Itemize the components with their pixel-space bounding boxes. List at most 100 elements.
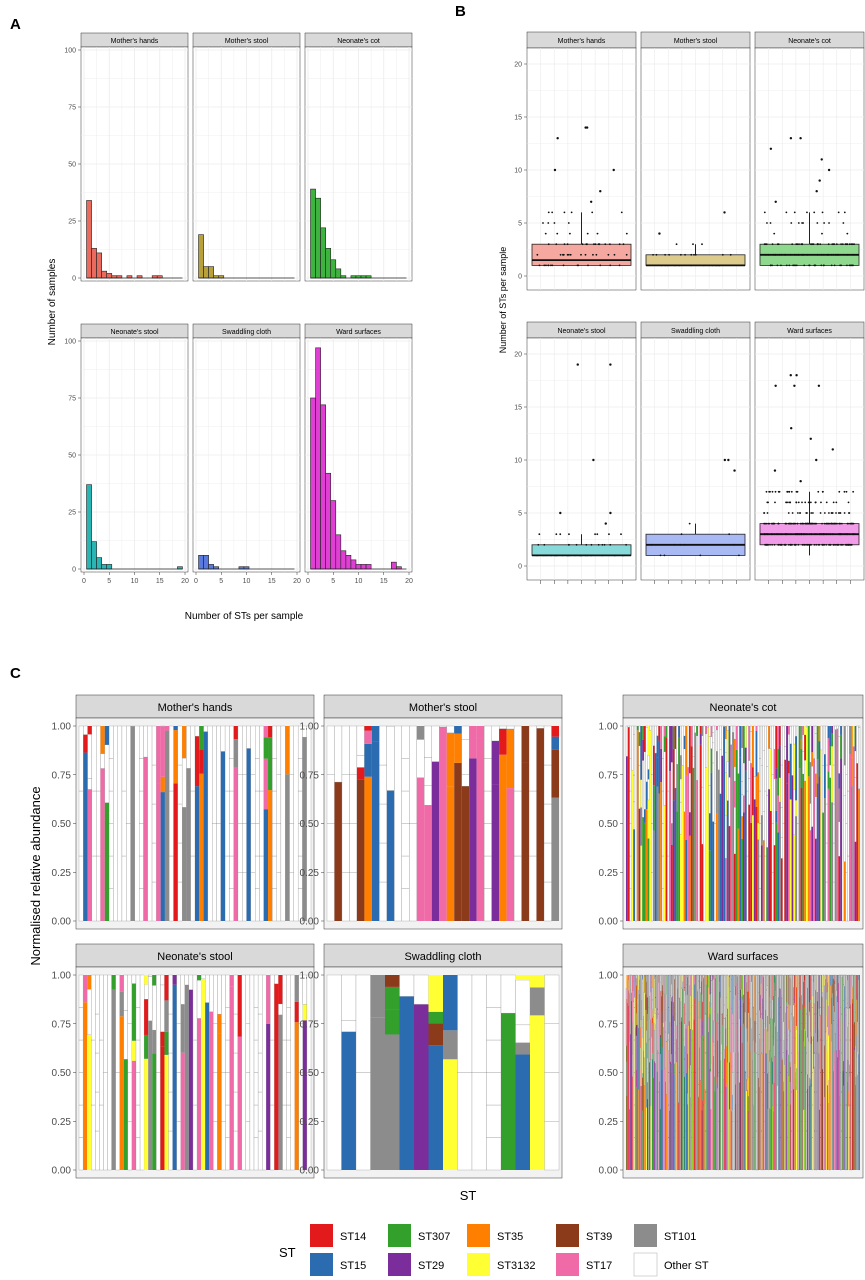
y-tick-label: 0.50 xyxy=(52,819,72,830)
stacked-bar-segment xyxy=(725,975,726,1018)
stacked-bar-segment xyxy=(773,845,776,921)
stacked-bar-segment xyxy=(843,1085,844,1170)
jitter-point xyxy=(688,522,691,525)
stacked-bar-segment xyxy=(705,1091,707,1132)
stacked-bar-segment xyxy=(639,1026,641,1170)
stacked-bar-segment xyxy=(700,1036,702,1081)
stacked-bar-segment xyxy=(795,800,797,817)
stacked-bar-segment xyxy=(852,999,854,1170)
stacked-bar-segment xyxy=(744,987,745,1027)
stacked-bar-segment xyxy=(804,1028,806,1047)
stacked-bar-segment xyxy=(701,786,704,845)
stacked-bar-segment xyxy=(691,1029,693,1170)
stacked-bar-segment xyxy=(416,739,425,778)
stacked-bar-segment xyxy=(104,726,110,745)
stacked-bar-segment xyxy=(813,982,814,1037)
stacked-bar-segment xyxy=(858,727,861,790)
stacked-bar-segment xyxy=(285,774,290,921)
stacked-bar-segment xyxy=(768,1000,770,1062)
stacked-bar-segment xyxy=(671,823,673,845)
stacked-bar-segment xyxy=(729,1109,731,1170)
outlier-point xyxy=(658,232,661,235)
stacked-bar-segment xyxy=(760,765,763,816)
stacked-bar-segment xyxy=(791,1083,793,1170)
jitter-point xyxy=(779,533,782,536)
stacked-bar-segment xyxy=(821,1025,822,1170)
jitter-point xyxy=(774,501,776,504)
stacked-bar-segment xyxy=(775,768,778,779)
stacked-bar-segment xyxy=(703,1104,705,1171)
stacked-bar-segment xyxy=(812,974,814,997)
stacked-bar-segment xyxy=(180,974,185,1005)
stacked-bar-segment xyxy=(661,790,664,824)
jitter-point xyxy=(785,211,788,214)
stacked-bar-segment xyxy=(643,751,646,810)
jitter-point xyxy=(768,490,771,493)
stacked-bar-segment xyxy=(709,975,711,995)
stacked-bar-segment xyxy=(787,1054,789,1170)
stacked-bar-segment xyxy=(818,975,820,1009)
stacked-bar-segment xyxy=(851,986,853,1004)
stacked-bar-segment xyxy=(250,725,256,775)
legend-label: ST17 xyxy=(586,1260,612,1272)
facet-strip-label: Mother's hands xyxy=(111,38,159,45)
facet-strip-label: Ward surfaces xyxy=(708,951,779,963)
facet-strip-label: Mother's hands xyxy=(158,702,233,714)
histogram-bar xyxy=(335,534,342,570)
stacked-bar-segment xyxy=(431,725,440,762)
y-tick-label: 10 xyxy=(514,168,522,175)
stacked-bar-segment xyxy=(720,1013,722,1054)
jitter-point xyxy=(808,264,811,267)
stacked-bar-segment xyxy=(841,725,844,922)
stacked-bar-segment xyxy=(854,750,857,778)
stacked-bar-segment xyxy=(681,765,684,921)
stacked-bar-segment xyxy=(762,975,763,999)
stacked-bar-segment xyxy=(714,975,715,1022)
stacked-bar-segment xyxy=(651,774,654,824)
stacked-bar-segment xyxy=(672,974,673,997)
stacked-bar-segment xyxy=(811,766,814,827)
jitter-point xyxy=(666,264,669,267)
outlier-point xyxy=(727,458,730,462)
stacked-bar-segment xyxy=(87,789,92,921)
stacked-bar-segment xyxy=(789,974,790,1003)
stacked-bar-segment xyxy=(272,725,277,759)
y-tick-label: 20 xyxy=(514,62,522,69)
jitter-point xyxy=(721,253,724,256)
stacked-bar-segment xyxy=(659,1109,661,1170)
jitter-point xyxy=(840,243,842,246)
stacked-bar-segment xyxy=(748,760,751,779)
stacked-bar-segment xyxy=(431,761,440,921)
stacked-bar-segment xyxy=(762,750,765,812)
stacked-bar-segment xyxy=(701,1026,703,1039)
stacked-bar-segment xyxy=(802,726,805,735)
stacked-bar-segment xyxy=(127,1121,133,1171)
stacked-bar-segment xyxy=(115,974,120,1073)
stacked-bar-segment xyxy=(803,974,805,983)
stacked-bar-segment xyxy=(657,1050,659,1170)
jitter-point xyxy=(550,554,552,557)
facet-strip-label: Neonate's stool xyxy=(557,328,605,335)
stacked-bar-segment xyxy=(633,801,636,830)
stacked-bar-segment xyxy=(638,745,641,766)
stacked-bar-segment xyxy=(469,726,477,759)
jitter-point xyxy=(813,211,816,214)
stacked-bar-segment xyxy=(780,725,783,766)
stacked-bar-segment xyxy=(654,1029,656,1062)
stacked-bar-segment xyxy=(646,997,648,1022)
stacked-bar-segment xyxy=(763,1002,764,1016)
stacked-bar-segment xyxy=(119,975,124,992)
stacked-bar-segment xyxy=(543,725,552,766)
stacked-bar-segment xyxy=(203,731,208,921)
stacked-bar-segment xyxy=(702,1001,703,1021)
stacked-bar-segment xyxy=(795,725,798,737)
stacked-bar-segment xyxy=(830,985,832,1170)
stacked-bar-segment xyxy=(773,975,775,983)
stacked-bar-segment xyxy=(661,1069,663,1170)
y-tick-label: 0.75 xyxy=(52,1019,72,1030)
stacked-bar-segment xyxy=(144,1034,149,1059)
stacked-bar-segment xyxy=(667,855,670,922)
stacked-bar-segment xyxy=(739,998,741,1170)
stacked-bar-segment xyxy=(78,1137,84,1171)
